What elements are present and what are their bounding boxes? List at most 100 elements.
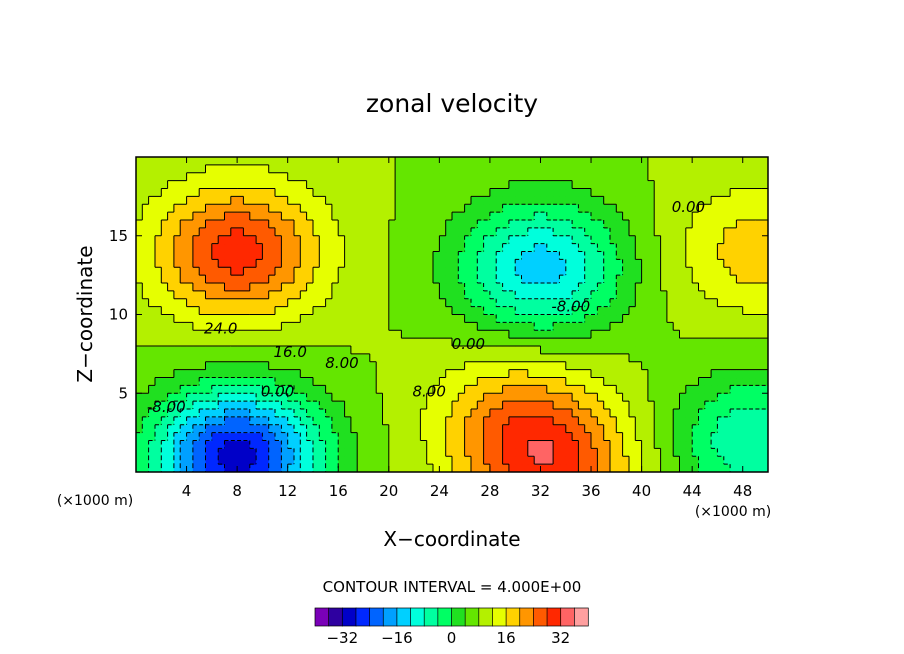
field-cell <box>331 393 339 402</box>
field-cell <box>369 290 377 300</box>
field-cell <box>673 314 681 323</box>
y-axis-title: Z−coordinate <box>73 245 97 382</box>
field-cell <box>464 251 472 260</box>
field-cell <box>414 338 421 347</box>
field-cell <box>281 424 289 434</box>
field-cell <box>382 220 390 229</box>
field-cell <box>281 346 289 355</box>
field-cell <box>325 243 333 253</box>
field-cell <box>281 432 289 442</box>
field-cell <box>312 235 320 245</box>
field-cell <box>433 164 440 174</box>
field-cell <box>224 385 232 394</box>
field-cell <box>755 409 763 418</box>
field-cell <box>294 188 301 197</box>
field-cell <box>508 322 516 331</box>
field-cell <box>546 314 554 323</box>
field-cell <box>470 393 478 402</box>
field-cell <box>647 416 655 426</box>
field-cell <box>610 298 617 308</box>
field-cell <box>331 456 339 465</box>
colorbar-swatch <box>478 607 494 627</box>
field-cell <box>723 306 731 316</box>
field-cell <box>628 220 636 229</box>
field-cell <box>224 456 232 465</box>
field-cell <box>401 448 409 457</box>
field-cell <box>363 409 371 418</box>
field-cell <box>603 448 611 457</box>
field-cell <box>167 416 175 426</box>
field-cell <box>464 306 472 316</box>
field-cell <box>325 456 333 465</box>
field-cell <box>679 164 687 174</box>
field-cell <box>603 369 611 379</box>
field-cell <box>616 259 624 268</box>
field-cell <box>452 401 459 410</box>
field-cell <box>761 157 768 166</box>
field-cell <box>148 306 156 316</box>
field-cell <box>350 377 358 386</box>
field-cell <box>186 212 194 221</box>
field-cell <box>433 330 440 339</box>
field-cell <box>540 416 548 426</box>
field-cell <box>218 212 226 221</box>
field-cell <box>243 377 251 386</box>
field-cell <box>173 330 181 339</box>
field-cell <box>306 235 314 245</box>
field-cell <box>711 212 719 221</box>
field-cell <box>161 188 169 197</box>
field-cell <box>281 440 289 449</box>
field-cell <box>578 259 586 268</box>
field-cell <box>464 235 472 245</box>
field-cell <box>407 330 415 339</box>
field-cell <box>218 409 226 418</box>
field-cell <box>262 432 270 442</box>
field-cell <box>464 220 472 229</box>
field-cell <box>628 267 636 276</box>
field-cell <box>344 259 352 268</box>
field-cell <box>300 235 308 245</box>
field-cell <box>755 456 763 465</box>
field-cell <box>616 306 624 316</box>
field-cell <box>540 464 548 472</box>
field-cell <box>433 220 440 229</box>
field-cell <box>704 393 712 402</box>
field-cell <box>306 204 314 213</box>
field-cell <box>685 338 693 347</box>
field-cell <box>230 393 238 402</box>
field-cell <box>502 290 510 300</box>
field-cell <box>363 385 371 394</box>
field-cell <box>730 298 737 308</box>
field-cell <box>161 235 169 245</box>
field-cell <box>186 314 194 323</box>
field-cell <box>407 275 415 284</box>
field-cell <box>312 385 320 394</box>
field-cell <box>319 212 327 221</box>
field-cell <box>148 196 156 205</box>
field-cell <box>730 204 737 213</box>
field-cell <box>723 385 731 394</box>
field-cell <box>761 275 768 284</box>
field-cell <box>730 251 737 260</box>
field-cell <box>136 164 143 174</box>
field-cell <box>161 346 169 355</box>
field-cell <box>666 369 674 379</box>
field-cell <box>395 227 403 237</box>
field-cell <box>249 212 257 221</box>
field-cell <box>218 290 226 300</box>
field-cell <box>578 432 586 442</box>
field-cell <box>262 172 270 182</box>
field-cell <box>338 157 346 166</box>
field-cell <box>148 353 156 363</box>
field-cell <box>464 259 472 268</box>
field-cell <box>382 227 390 237</box>
field-cell <box>439 212 447 221</box>
field-cell <box>420 157 428 166</box>
field-cell <box>616 424 624 434</box>
field-cell <box>546 369 554 379</box>
field-cell <box>749 456 756 465</box>
field-cell <box>142 220 150 229</box>
field-cell <box>584 188 592 197</box>
field-cell <box>464 180 472 190</box>
field-cell <box>249 180 257 190</box>
